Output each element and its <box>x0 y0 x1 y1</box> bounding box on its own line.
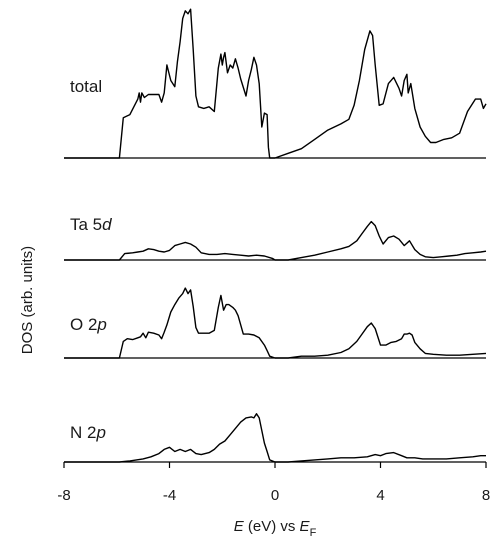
panel-label-orbital: d <box>102 215 112 234</box>
panel-3: O 2p <box>64 287 487 359</box>
panel-label-orbital: p <box>95 423 105 442</box>
dos-series-line <box>64 413 486 463</box>
panel-label-main: O 2 <box>70 315 97 334</box>
x-axis-ticks: -8 -4 0 4 8 <box>57 462 490 504</box>
x-tick-label: 0 <box>271 487 279 504</box>
panel-label-main: Ta 5 <box>70 215 102 234</box>
x-tick-label: 4 <box>376 487 384 504</box>
panel-label-main: total <box>70 77 102 96</box>
panel-label: N 2p <box>70 423 106 442</box>
panel-2: Ta 5d <box>64 215 487 261</box>
dos-series-line <box>64 220 487 261</box>
panel-label-main: N 2 <box>70 423 96 442</box>
dos-series-line <box>64 287 487 359</box>
panel-label-orbital: p <box>96 315 106 334</box>
panel-label: Ta 5d <box>70 215 112 234</box>
dos-series-line <box>64 8 487 159</box>
y-axis-title: DOS (arb. units) <box>19 246 36 354</box>
panel-4: N 2p <box>64 413 486 463</box>
x-title-subscript: F <box>310 527 317 539</box>
x-tick-label: 8 <box>482 487 490 504</box>
panel-1: total <box>64 8 487 159</box>
x-axis-title: E (eV) vs EF <box>234 518 317 539</box>
x-tick-label: -8 <box>57 487 70 504</box>
x-title-part: E <box>300 518 311 535</box>
panel-label: O 2p <box>70 315 107 334</box>
panel-label: total <box>70 77 102 96</box>
x-tick-label: -4 <box>163 487 176 504</box>
x-title-part: (eV) vs <box>244 518 300 535</box>
x-title-part: E <box>234 518 245 535</box>
